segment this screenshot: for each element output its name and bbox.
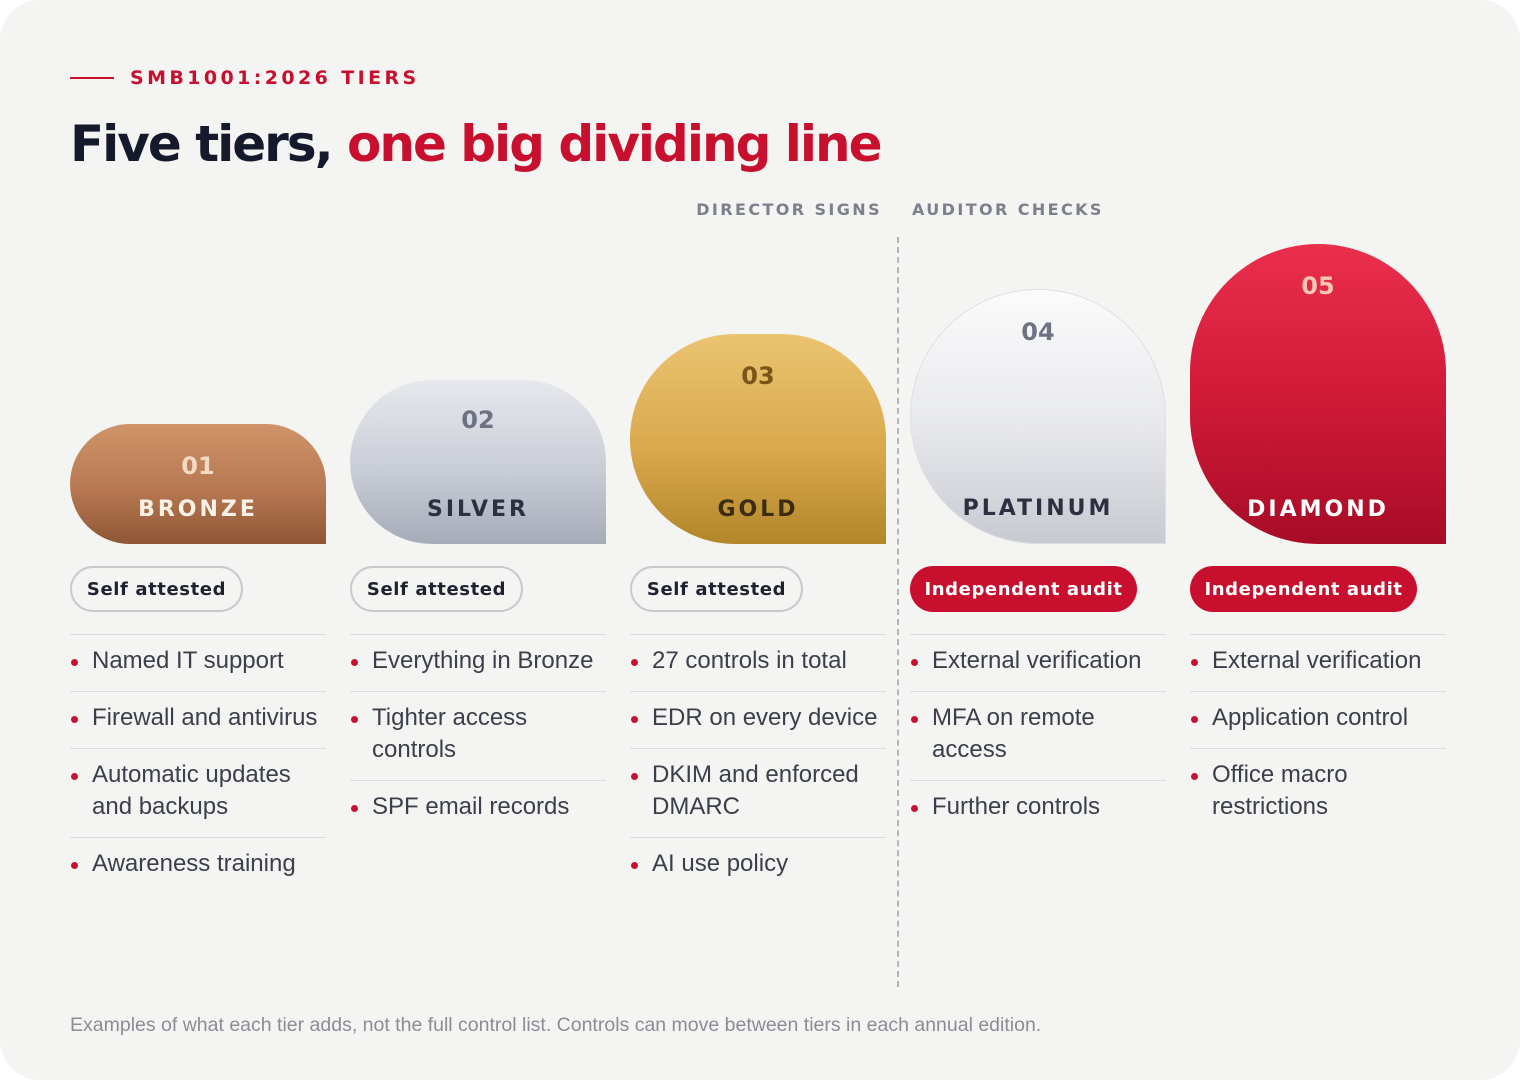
tier-number: 01 xyxy=(181,452,215,480)
eyebrow: SMB1001:2026 TIERS xyxy=(70,66,420,90)
tier-name: GOLD xyxy=(717,497,799,522)
list-item: External verification xyxy=(1190,634,1446,691)
tier-name: SILVER xyxy=(426,497,529,522)
bullet-icon xyxy=(71,716,78,723)
tier-number: 02 xyxy=(461,406,495,434)
list-item-text: Awareness training xyxy=(92,850,296,877)
list-item-text: Further controls xyxy=(932,793,1101,820)
tier-shape-platinum: 04 PLATINUM xyxy=(910,289,1166,544)
title-part-2: one big dividing line xyxy=(347,115,883,173)
list-item-text: Named IT support xyxy=(92,647,284,674)
tier-control-list: External verification Application contro… xyxy=(1190,634,1446,837)
bullet-icon xyxy=(351,805,358,812)
list-item: Awareness training xyxy=(70,837,326,894)
tier-shape-bronze: 01 BRONZE xyxy=(70,424,326,544)
tier-name: PLATINUM xyxy=(962,496,1114,521)
title-part-1: Five tiers, xyxy=(70,115,334,173)
list-item: Named IT support xyxy=(70,634,326,691)
eyebrow-rule xyxy=(70,77,114,79)
bullet-icon xyxy=(351,716,358,723)
tier-number: 05 xyxy=(1301,272,1335,300)
list-item: Office macro restrictions xyxy=(1190,748,1446,837)
tier-number: 03 xyxy=(741,362,775,390)
tier-name: BRONZE xyxy=(138,497,258,522)
bullet-icon xyxy=(631,773,638,780)
list-item: Further controls xyxy=(910,780,1166,837)
bullet-icon xyxy=(1191,716,1198,723)
list-item-text: Automatic updates and backups xyxy=(92,761,291,820)
zone-label-auditor: AUDITOR CHECKS xyxy=(912,200,1104,219)
bullet-icon xyxy=(911,659,918,666)
tier-shape-silver: 02 SILVER xyxy=(350,380,606,544)
list-item-text: EDR on every device xyxy=(652,704,878,731)
tier-shape-diamond: 05 DIAMOND xyxy=(1190,244,1446,544)
tier-control-list: 27 controls in total EDR on every device… xyxy=(630,634,886,894)
dividing-line xyxy=(897,237,899,987)
bullet-icon xyxy=(911,716,918,723)
list-item: AI use policy xyxy=(630,837,886,894)
page-title: Five tiers, one big dividing line xyxy=(70,112,883,176)
tier-name: DIAMOND xyxy=(1247,497,1389,522)
bullet-icon xyxy=(71,659,78,666)
list-item: External verification xyxy=(910,634,1166,691)
bullet-icon xyxy=(1191,773,1198,780)
attestation-badge: Self attested xyxy=(630,566,803,612)
zone-label-director: DIRECTOR SIGNS xyxy=(696,200,882,219)
list-item: Automatic updates and backups xyxy=(70,748,326,837)
list-item-text: Tighter access controls xyxy=(372,704,528,763)
bullet-icon xyxy=(351,659,358,666)
list-item: Tighter access controls xyxy=(350,691,606,780)
list-item-text: SPF email records xyxy=(372,793,570,820)
footnote: Examples of what each tier adds, not the… xyxy=(70,1014,1042,1036)
list-item: Firewall and antivirus xyxy=(70,691,326,748)
attestation-badge: Self attested xyxy=(70,566,243,612)
tier-control-list: Everything in Bronze Tighter access cont… xyxy=(350,634,606,837)
bullet-icon xyxy=(71,862,78,869)
list-item: Everything in Bronze xyxy=(350,634,606,691)
list-item-text: External verification xyxy=(932,647,1142,674)
list-item-text: Everything in Bronze xyxy=(372,647,594,674)
bullet-icon xyxy=(1191,659,1198,666)
bullet-icon xyxy=(71,773,78,780)
eyebrow-text: SMB1001:2026 TIERS xyxy=(130,67,420,89)
list-item: 27 controls in total xyxy=(630,634,886,691)
tier-shape-gold: 03 GOLD xyxy=(630,334,886,544)
list-item-text: External verification xyxy=(1212,647,1422,674)
list-item-text: AI use policy xyxy=(652,850,789,877)
bullet-icon xyxy=(911,805,918,812)
attestation-badge: Independent audit xyxy=(910,566,1137,612)
list-item-text: Firewall and antivirus xyxy=(92,704,318,731)
list-item-text: Office macro restrictions xyxy=(1212,761,1348,820)
tier-control-list: External verification MFA on remote acce… xyxy=(910,634,1166,837)
tier-control-list: Named IT support Firewall and antivirus … xyxy=(70,634,326,894)
list-item-text: MFA on remote access xyxy=(932,704,1095,763)
bullet-icon xyxy=(631,862,638,869)
bullet-icon xyxy=(631,659,638,666)
list-item: Application control xyxy=(1190,691,1446,748)
list-item: EDR on every device xyxy=(630,691,886,748)
list-item: SPF email records xyxy=(350,780,606,837)
list-item-text: Application control xyxy=(1212,704,1409,731)
list-item-text: DKIM and enforced DMARC xyxy=(652,761,859,820)
tier-number: 04 xyxy=(1021,318,1055,346)
list-item: MFA on remote access xyxy=(910,691,1166,780)
bullet-icon xyxy=(631,716,638,723)
attestation-badge: Self attested xyxy=(350,566,523,612)
list-item-text: 27 controls in total xyxy=(652,647,847,674)
list-item: DKIM and enforced DMARC xyxy=(630,748,886,837)
attestation-badge: Independent audit xyxy=(1190,566,1417,612)
